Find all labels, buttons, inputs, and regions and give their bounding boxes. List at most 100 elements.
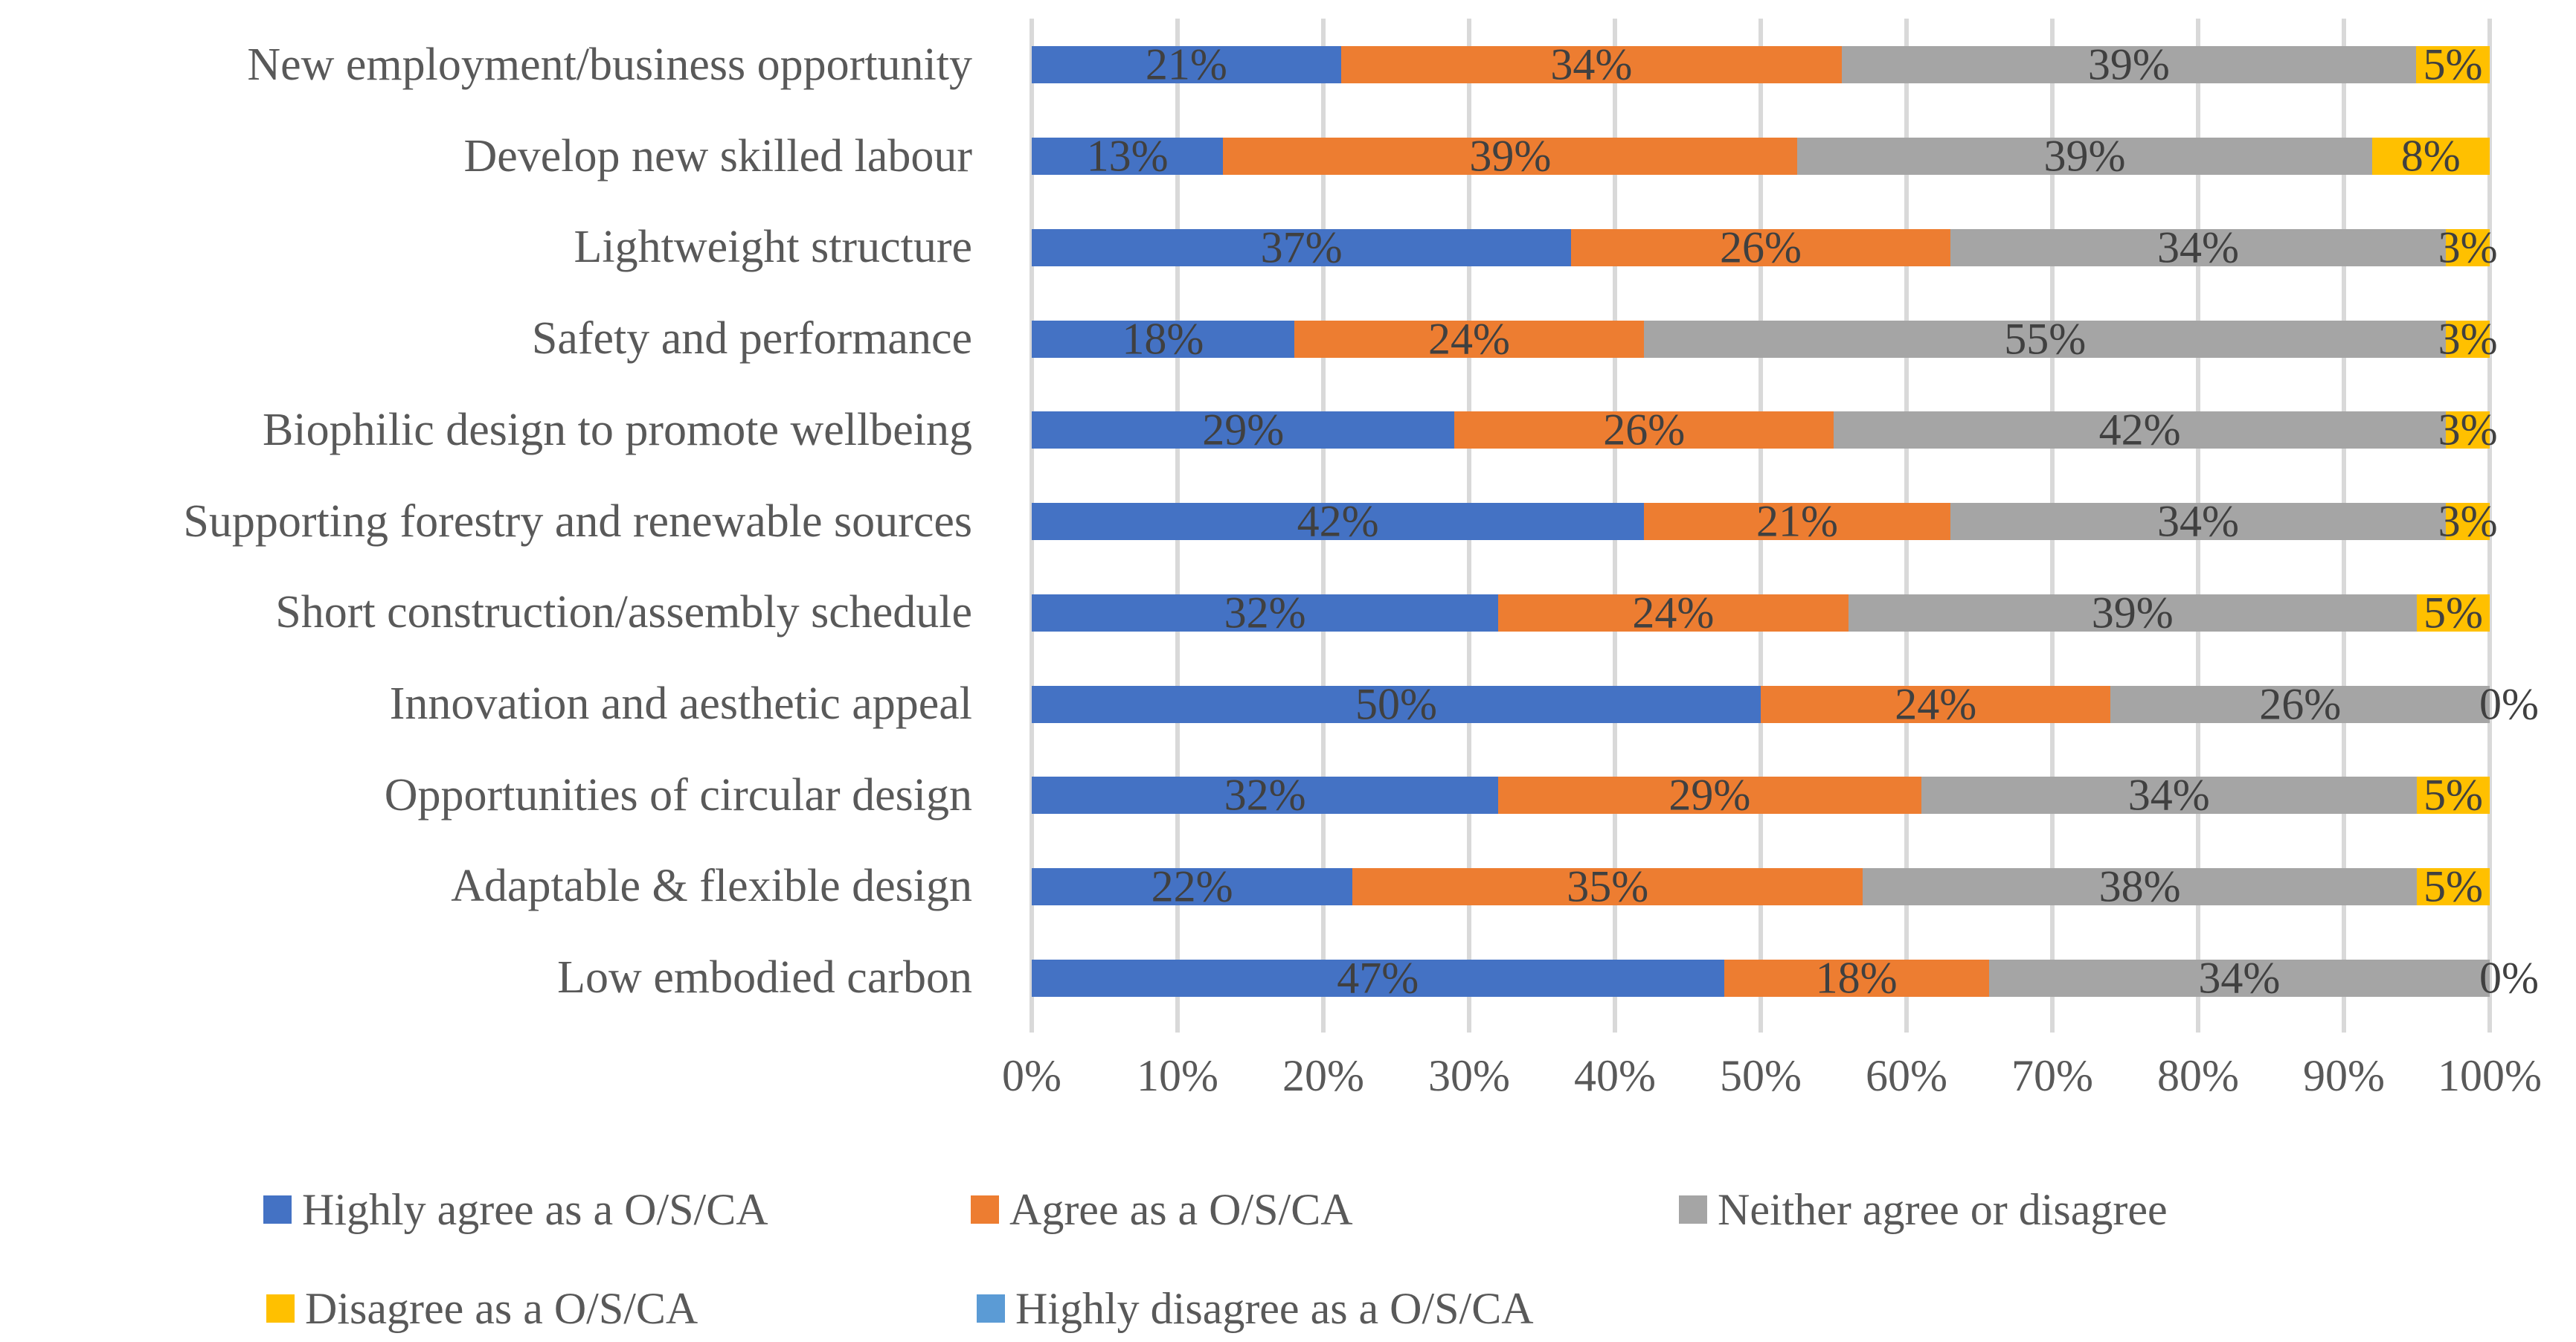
bar-segment: 55%: [1644, 314, 2447, 363]
bar-segment: 47%: [1032, 953, 1724, 1002]
gridline: [2487, 19, 2492, 1033]
legend-label: Disagree as a O/S/CA: [305, 1283, 698, 1333]
bar-segment: 26%: [2110, 679, 2490, 728]
bar-segment: 3%: [2438, 222, 2498, 272]
data-label: 3%: [2438, 496, 2498, 546]
stacked-bar: 29% 26% 42% 3%: [1032, 405, 2498, 455]
data-label: 39%: [2091, 588, 2174, 638]
data-label: 42%: [1297, 496, 1379, 546]
bar-segment: 37%: [1032, 222, 1572, 272]
bar-row: 37% 26% 34% 3%: [1032, 202, 2498, 293]
x-axis-tick-label: 0%: [1002, 1051, 1061, 1100]
x-axis-tick-label: 10%: [1137, 1051, 1218, 1100]
bar-segment: 32%: [1032, 588, 1499, 637]
x-axis: 0% 10% 20% 30% 40% 50% 60% 70% 80% 90% 100%: [0, 1050, 2576, 1110]
stacked-bar: 32% 29% 34% 5%: [1032, 771, 2490, 820]
bar-segment: 39%: [1841, 40, 2416, 89]
bar-row: 29% 26% 42% 3%: [1032, 385, 2498, 476]
bar-segment: 21%: [1644, 497, 1950, 546]
legend-swatch: [977, 1294, 1005, 1323]
bar-segment: 50%: [1032, 679, 1761, 728]
category-label: Adaptable & flexible design: [451, 861, 972, 912]
category-label: Safety and performance: [531, 313, 972, 365]
data-label: 32%: [1224, 588, 1306, 638]
x-axis-tick-label: 40%: [1574, 1051, 1656, 1100]
data-label: 34%: [2198, 953, 2281, 1003]
category-label: Innovation and aesthetic appeal: [389, 678, 972, 729]
data-label: 3%: [2438, 314, 2498, 364]
bar-segment: 22%: [1032, 861, 1353, 911]
x-axis-tick-label: 90%: [2303, 1051, 2385, 1100]
bar-segment: 34%: [1921, 771, 2417, 820]
bar-segment: 24%: [1761, 679, 2111, 728]
legend-swatch: [263, 1195, 292, 1224]
bar-segment: 34%: [1988, 953, 2490, 1002]
x-axis-tick-label: 70%: [2011, 1051, 2093, 1100]
legend-label: Highly disagree as a O/S/CA: [1015, 1283, 1534, 1333]
x-axis-tick-label: 100%: [2438, 1051, 2542, 1100]
legend-item: Disagree as a O/S/CA: [266, 1284, 698, 1333]
bar-row: 32% 24% 39% 5%: [1032, 567, 2490, 658]
bar-segment: 26%: [1454, 405, 1834, 455]
category-label: Low embodied carbon: [557, 952, 972, 1004]
legend-item: Highly agree as a O/S/CA: [263, 1185, 768, 1234]
data-label: 18%: [1122, 314, 1204, 364]
stacked-bar: 47% 18% 34% 0%: [1032, 953, 2539, 1002]
bar-segment: 42%: [1833, 405, 2447, 455]
bar-segment: 13%: [1032, 132, 1224, 181]
bar-segment: 3%: [2438, 497, 2498, 546]
x-axis-tick-label: 30%: [1428, 1051, 1510, 1100]
bar-row: 50% 24% 26% 0%: [1032, 658, 2539, 750]
bar-segment: 5%: [2416, 861, 2490, 911]
bar-segment: 21%: [1032, 40, 1341, 89]
data-label: 0%: [2479, 679, 2539, 728]
legend-label: Neither agree or disagree: [1718, 1184, 2168, 1234]
data-label: 34%: [2156, 222, 2239, 272]
legend-swatch: [1679, 1195, 1707, 1224]
legend-item: Highly disagree as a O/S/CA: [977, 1284, 1534, 1333]
x-axis-tick-label: 50%: [1720, 1051, 1802, 1100]
data-label: 13%: [1086, 131, 1169, 181]
bar-segment: 39%: [1797, 132, 2372, 181]
data-label: 39%: [1469, 131, 1552, 181]
bar-segment: 24%: [1498, 588, 1849, 637]
bar-segment: 42%: [1032, 497, 1645, 546]
bar-segment: 39%: [1223, 132, 1798, 181]
bar-segment: 34%: [1950, 222, 2447, 272]
category-label: Opportunities of circular design: [384, 769, 972, 821]
data-label: 24%: [1632, 588, 1715, 638]
data-label: 26%: [1719, 222, 1802, 272]
bar-row: 47% 18% 34% 0%: [1032, 932, 2539, 1024]
data-label: 0%: [2479, 953, 2539, 1003]
data-label: 39%: [2087, 39, 2170, 89]
bar-segment: 5%: [2416, 771, 2490, 820]
data-label: 29%: [1202, 405, 1285, 455]
bar-row: 32% 29% 34% 5%: [1032, 750, 2490, 841]
bar-row: 13% 39% 39% 8%: [1032, 111, 2490, 202]
category-label: Lightweight structure: [574, 222, 972, 273]
data-label: 18%: [1815, 953, 1898, 1003]
data-label: 34%: [2127, 770, 2210, 820]
stacked-bar: 32% 24% 39% 5%: [1032, 588, 2490, 637]
category-label: Supporting forestry and renewable source…: [183, 495, 972, 547]
data-label: 35%: [1567, 861, 1649, 911]
bar-segment: 35%: [1352, 861, 1863, 911]
data-label: 3%: [2438, 405, 2498, 455]
data-label: 34%: [1550, 39, 1633, 89]
stacked-bar: 22% 35% 38% 5%: [1032, 861, 2490, 911]
legend-row: Highly agree as a O/S/CA Agree as a O/S/C…: [0, 1185, 2576, 1234]
legend-item: Neither agree or disagree: [1679, 1185, 2168, 1234]
data-label: 29%: [1668, 770, 1751, 820]
data-label: 55%: [2004, 314, 2087, 364]
stacked-bar: 42% 21% 34% 3%: [1032, 497, 2498, 546]
x-axis-tick-label: 60%: [1866, 1051, 1947, 1100]
data-label: 24%: [1427, 314, 1510, 364]
bar-segment: 8%: [2371, 132, 2490, 181]
bar-row: 42% 21% 34% 3%: [1032, 476, 2498, 568]
stacked-bar: 18% 24% 55% 3%: [1032, 314, 2498, 363]
bar-segment: 39%: [1848, 588, 2417, 637]
data-label: 3%: [2438, 222, 2498, 272]
data-label: 21%: [1145, 39, 1227, 89]
data-label: 38%: [2098, 861, 2181, 911]
